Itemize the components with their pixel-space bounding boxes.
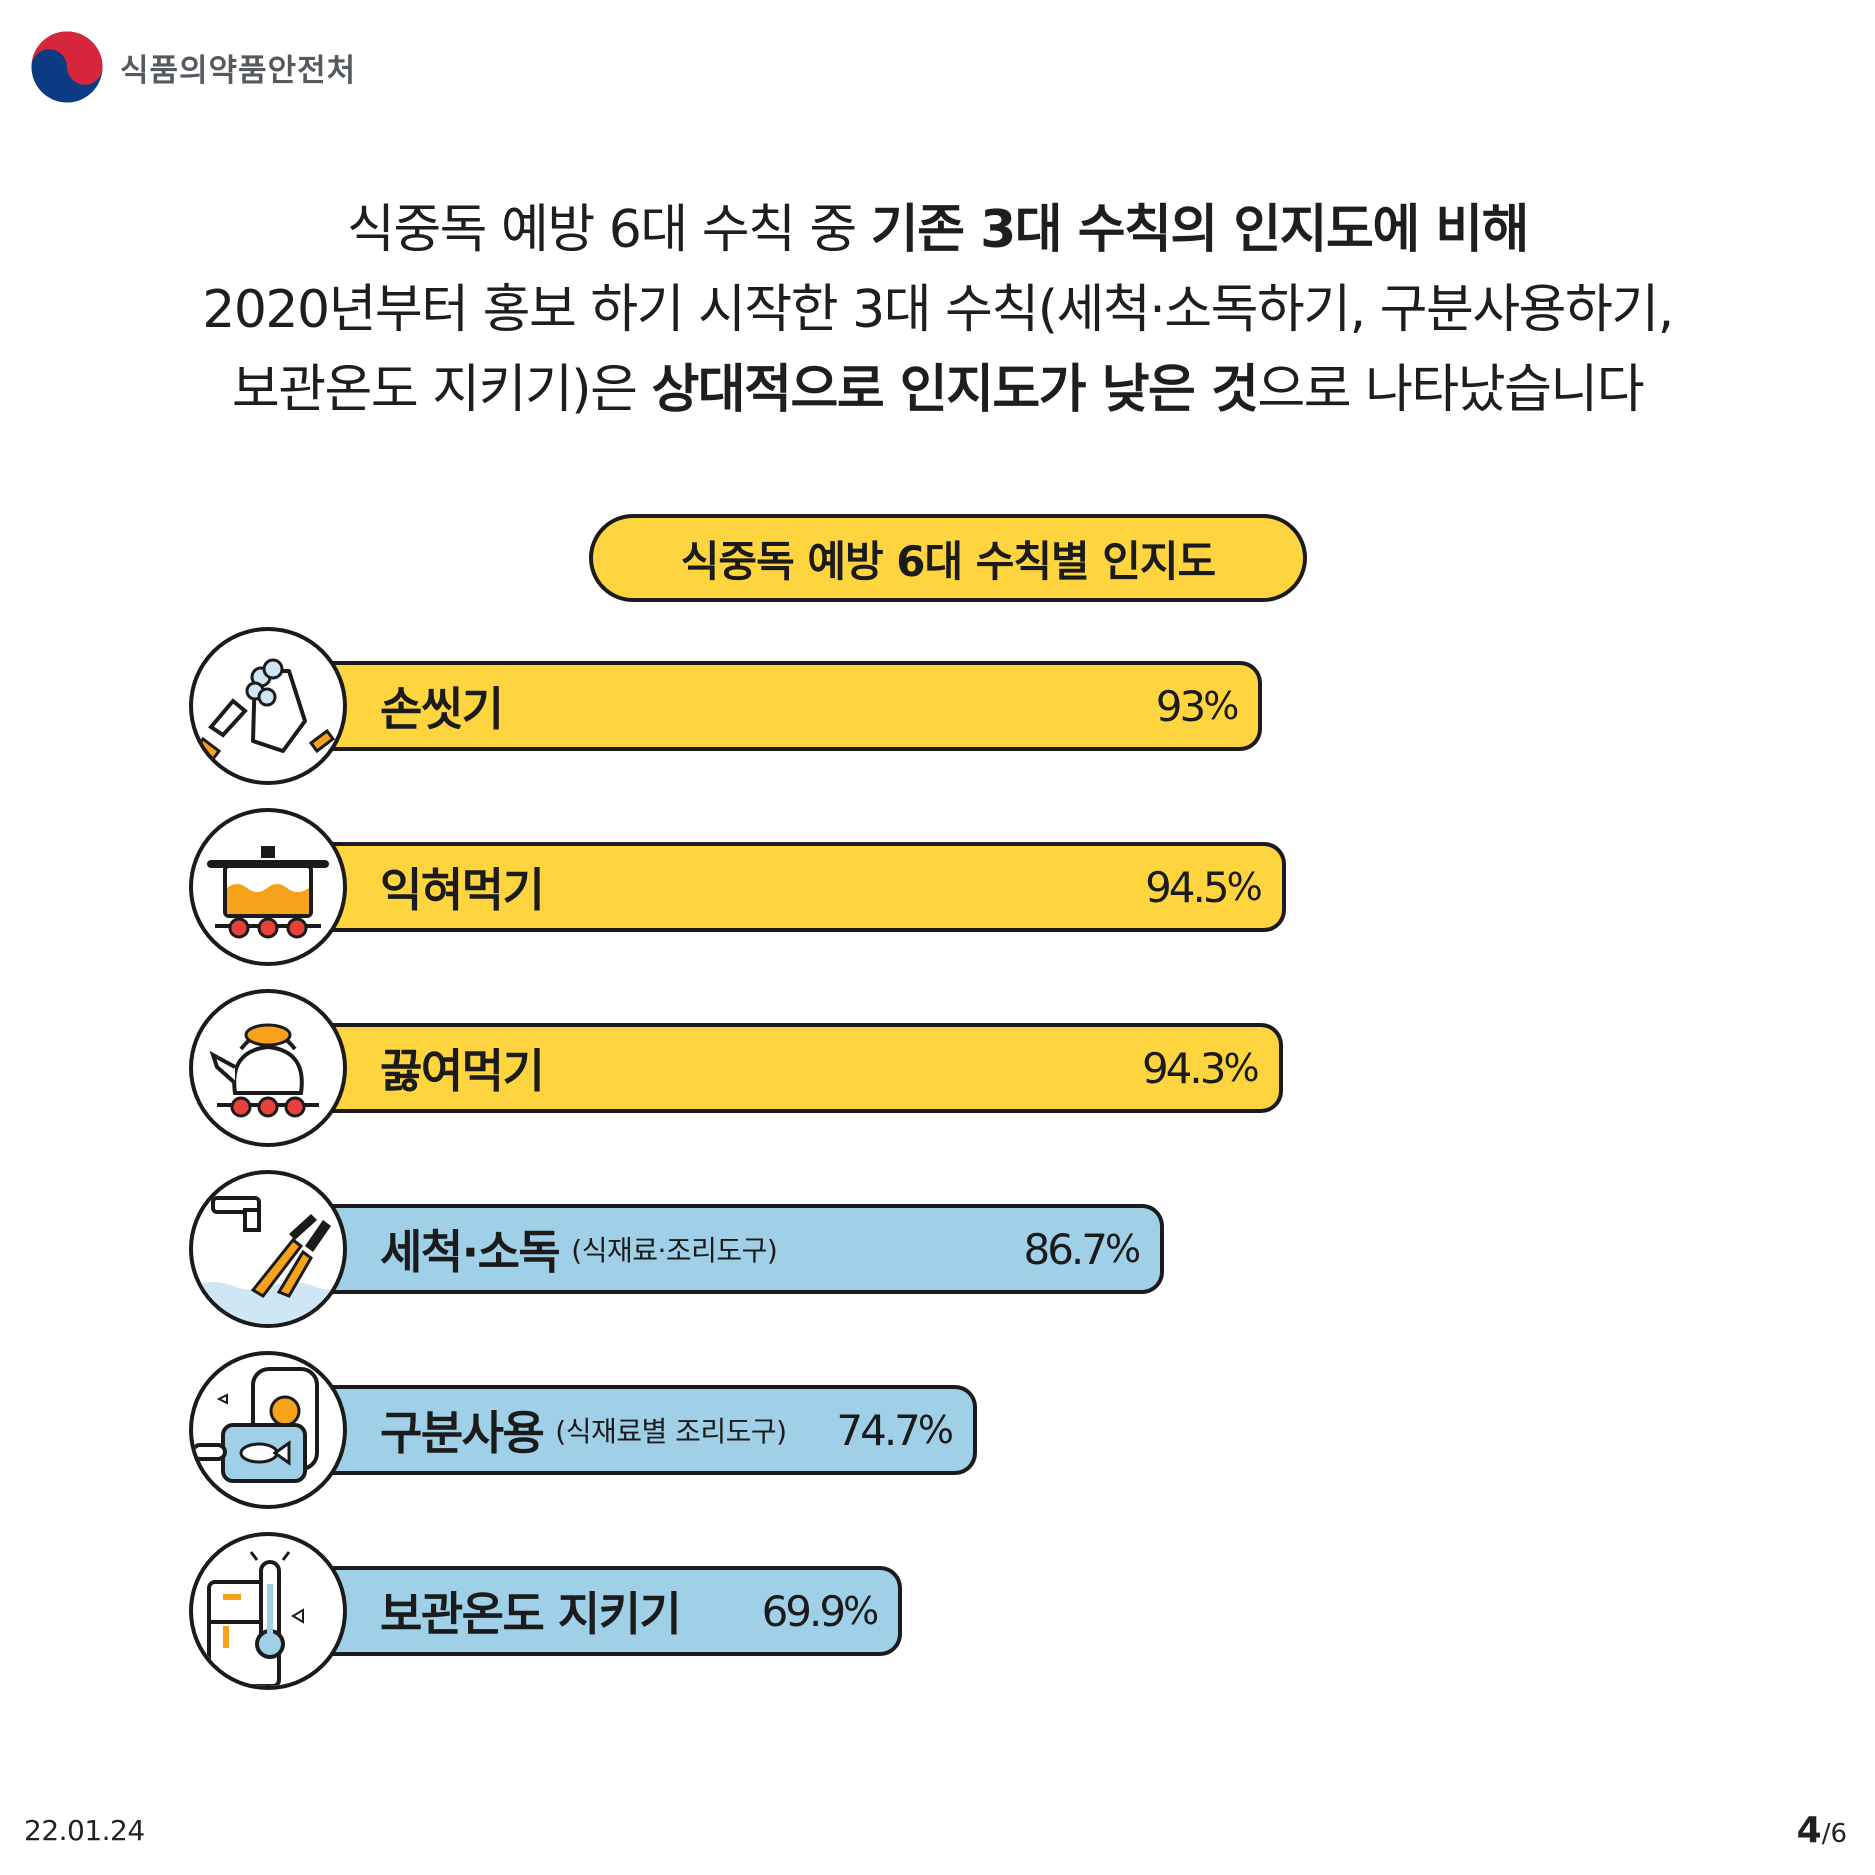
government-emblem-icon	[31, 31, 103, 103]
boiling-kettle-icon	[189, 989, 347, 1147]
category-label: 손씻기	[380, 682, 504, 736]
bar-4	[300, 1204, 1165, 1294]
bar-value-label-4: 86.7%	[904, 1204, 1141, 1294]
headline-line-3-plain-a: 보관온도 지키기)은	[231, 360, 652, 420]
org-name: 식품의약품안전처	[120, 52, 357, 89]
value-unit: %	[917, 1408, 954, 1452]
value-number: 69.9	[761, 1586, 846, 1636]
bar-value-label-1: 93%	[1002, 661, 1240, 751]
bar-label-2: 익혀먹기	[380, 842, 545, 932]
value-number: 94.3	[1141, 1043, 1226, 1093]
category-label: 보관온도 지키기	[380, 1587, 682, 1641]
chart-title: 식중독 예방 6대 수칙별 인지도	[589, 514, 1307, 602]
bar-5	[300, 1385, 978, 1475]
page-indicator: 4/6	[1797, 1810, 1847, 1851]
hand-washing-icon	[189, 627, 347, 785]
headline-line-3: 보관온도 지키기)은 상대적으로 인지도가 낮은 것으로 나타났습니다	[0, 350, 1875, 430]
headline-line-1-bold: 기존 3대 수칙의 인지도에 비해	[870, 200, 1530, 260]
headline-line-3-bold: 상대적으로 인지도가 낮은 것	[651, 360, 1258, 420]
value-unit: %	[1223, 1046, 1259, 1090]
category-label: 끓여먹기	[380, 1044, 545, 1098]
bar-1	[300, 661, 1263, 751]
bar-2	[300, 842, 1286, 932]
bar-label-5: 구분사용 (식재료별 조리도구)	[380, 1385, 787, 1475]
bar-label-1: 손씻기	[380, 661, 504, 751]
value-number: 94.5	[1145, 862, 1229, 912]
value-unit: %	[1203, 684, 1239, 728]
value-unit: %	[843, 1589, 879, 1633]
value-number: 86.7	[1023, 1224, 1107, 1274]
category-label: 구분사용	[380, 1406, 545, 1460]
bar-3	[300, 1023, 1283, 1113]
value-number: 93	[1155, 681, 1206, 731]
cooking-pot-icon	[189, 808, 347, 966]
headline-line-1: 식중독 예방 6대 수칙 중 기존 3대 수칙의 인지도에 비해	[0, 190, 1875, 270]
category-label: 익혀먹기	[380, 863, 545, 917]
headline-line-1-plain: 식중독 예방 6대 수칙 중	[347, 200, 871, 260]
bar-label-3: 끓여먹기	[380, 1023, 545, 1113]
category-label: 세척·소독	[380, 1225, 561, 1279]
header-logo: 식품의약품안전처	[30, 30, 356, 104]
bar-value-label-5: 74.7%	[717, 1385, 954, 1475]
bar-label-4: 세척·소독 (식재료·조리도구)	[380, 1204, 778, 1294]
washing-utensils-icon	[189, 1170, 347, 1328]
headline-line-2: 2020년부터 홍보 하기 시작한 3대 수칙(세척·소독하기, 구분사용하기,	[202, 280, 1674, 340]
page-total: /6	[1821, 1819, 1847, 1849]
bar-6	[300, 1566, 903, 1656]
bar-value-label-2: 94.5%	[1026, 842, 1263, 932]
value-number: 74.7	[836, 1405, 920, 1455]
cutting-board-icon	[189, 1351, 347, 1509]
publish-date: 22.01.24	[24, 1814, 145, 1847]
fridge-thermometer-icon	[189, 1532, 347, 1690]
value-unit: %	[1104, 1227, 1141, 1271]
category-sublabel: (식재료·조리도구)	[571, 1234, 778, 1267]
headline-line-3-plain-b: 으로 나타났습니다	[1257, 360, 1644, 420]
bar-value-label-3: 94.3%	[1023, 1023, 1260, 1113]
category-sublabel: (식재료별 조리도구)	[555, 1415, 787, 1448]
bar-label-6: 보관온도 지키기	[380, 1566, 682, 1656]
page-current: 4	[1796, 1810, 1822, 1851]
bar-value-label-6: 69.9%	[642, 1566, 880, 1656]
headline: 식중독 예방 6대 수칙 중 기존 3대 수칙의 인지도에 비해 2020년부터…	[0, 190, 1875, 430]
value-unit: %	[1226, 865, 1263, 909]
